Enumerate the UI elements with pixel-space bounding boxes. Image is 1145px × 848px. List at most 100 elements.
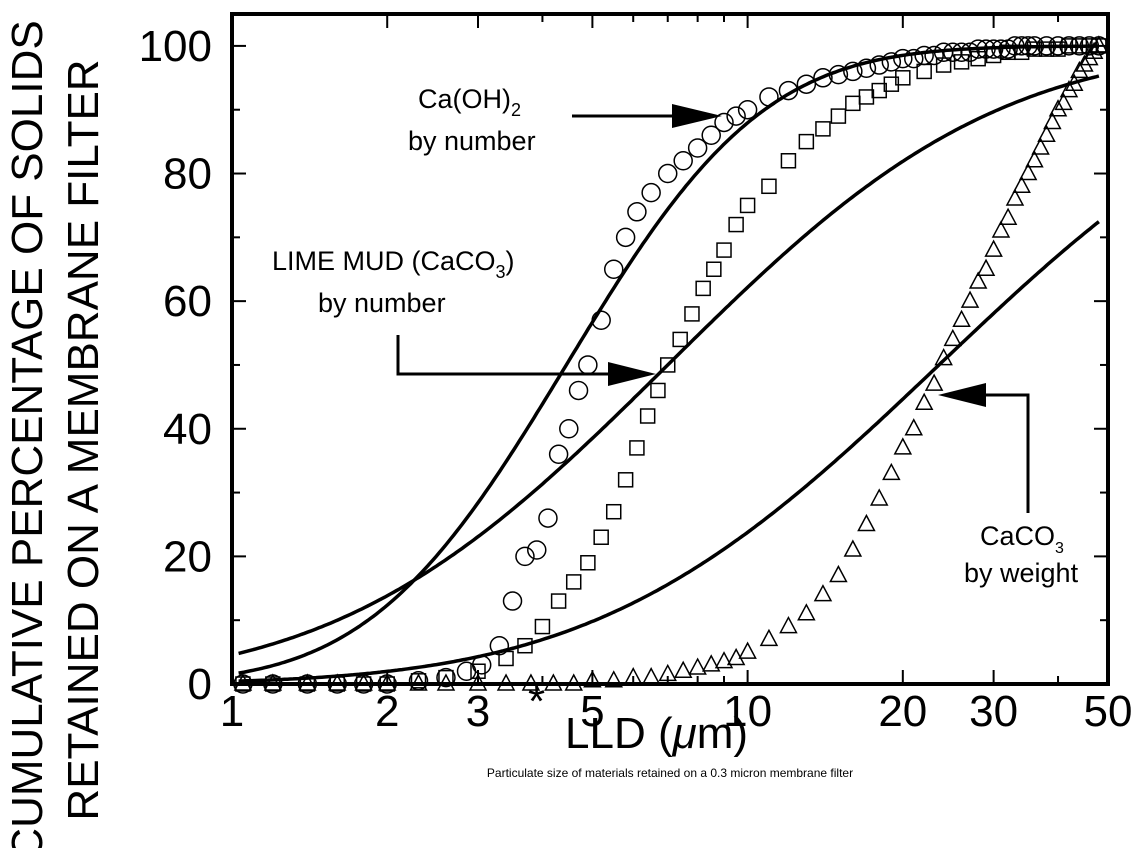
fit-curve-2 [238, 74, 1100, 656]
circle-marker [856, 58, 877, 78]
annotation-caco3-line2: by weight [964, 558, 1079, 588]
triangle-marker [436, 673, 456, 691]
triangle-marker [544, 673, 563, 691]
triangle-marker [924, 373, 944, 391]
triangle-marker [377, 673, 397, 691]
triangle-marker [797, 603, 816, 621]
circle-marker [615, 227, 636, 248]
triangle-marker [779, 615, 798, 634]
square-marker [534, 618, 551, 635]
square-marker [438, 669, 454, 686]
triangle-marker [934, 347, 953, 366]
square-marker [1061, 38, 1077, 54]
circle-marker [796, 74, 817, 94]
x-tick-label: 1 [220, 687, 244, 736]
square-marker [815, 121, 831, 137]
triangle-marker [1054, 92, 1073, 111]
circle-marker [673, 151, 693, 171]
arrow-lime-mud-head [608, 362, 656, 386]
triangle-marker [1031, 137, 1050, 155]
fit-curve-3 [238, 220, 1100, 683]
square-marker [617, 472, 634, 488]
circle-marker [603, 259, 624, 279]
square-marker [1026, 41, 1043, 57]
annotation-lime-mud-line2: by number [318, 288, 446, 318]
triangle-marker [882, 462, 901, 481]
square-marker [780, 153, 797, 169]
square-marker [895, 70, 911, 86]
triangle-marker [943, 328, 963, 347]
triangle-marker [1043, 111, 1062, 130]
circle-marker [436, 667, 456, 688]
circle-marker [538, 508, 558, 528]
square-marker [639, 408, 656, 424]
square-marker [605, 503, 622, 520]
triangle-marker [738, 641, 757, 659]
triangle-marker [1018, 162, 1038, 181]
circle-marker [869, 55, 889, 75]
square-marker [355, 676, 372, 692]
triangle-marker [1005, 188, 1025, 206]
square-marker [1038, 41, 1055, 57]
triangle-marker [1037, 124, 1056, 142]
y-tick-labels: 0 20 40 60 80 100 [139, 22, 212, 709]
square-marker [629, 440, 645, 456]
circle-marker [726, 106, 746, 126]
arrow-lime-mud-shaft [396, 335, 612, 376]
triangle-marker [984, 239, 1003, 257]
square-marker [650, 382, 666, 399]
triangle-marker [409, 673, 428, 691]
triangle-marker [658, 663, 677, 682]
circle-marker [924, 45, 944, 66]
circle-marker [843, 61, 863, 82]
y-axis-title-line2: RETAINED ON A MEMBRANE FILTER [59, 59, 108, 820]
square-marker [565, 574, 582, 590]
square-marker [830, 108, 847, 124]
square-marker [728, 216, 744, 233]
circle-marker [687, 138, 708, 158]
figure-caption: Particulate size of materials retained o… [487, 766, 853, 780]
square-marker [329, 676, 345, 692]
y-tick-label: 20 [163, 532, 212, 581]
triangle-marker [623, 667, 643, 685]
circle-marker [903, 48, 924, 69]
circle-marker [828, 64, 849, 85]
triangle-marker [714, 651, 734, 669]
circle-marker [641, 182, 661, 203]
circle-marker [527, 540, 547, 560]
square-marker [1013, 44, 1030, 61]
x-tick-label: 50 [1084, 687, 1133, 736]
circle-marker [943, 42, 963, 63]
circle-marker [578, 355, 598, 375]
triangle-marker [857, 513, 876, 532]
triangle-marker [1048, 99, 1068, 117]
triangle-marker [869, 488, 889, 506]
square-marker [498, 650, 514, 667]
x-tick-label: 5 [580, 687, 604, 736]
triangle-marker [263, 673, 283, 691]
circle-marker [701, 125, 721, 145]
circle-marker [591, 310, 611, 331]
fitted-curves [238, 44, 1100, 683]
triangle-marker [1089, 35, 1109, 53]
arrow-caco3-head [938, 383, 986, 407]
square-marker [593, 529, 609, 545]
triangle-marker [468, 673, 488, 691]
triangle-marker [893, 437, 913, 455]
x-tick-label: 30 [969, 687, 1018, 736]
triangle-marker [829, 564, 848, 583]
triangle-marker [968, 271, 988, 289]
triangle-marker [1075, 54, 1094, 72]
square-marker [672, 331, 688, 348]
square-marker [953, 54, 970, 70]
triangle-marker [1025, 150, 1044, 168]
triangle-marker [960, 290, 980, 308]
circle-marker [1059, 36, 1079, 56]
circle-marker [778, 80, 799, 101]
triangle-marker [604, 670, 623, 688]
circle-marker [714, 112, 734, 133]
plot-frame [230, 12, 1110, 686]
circle-marker [759, 87, 779, 107]
annotation-lime-mud-line1: LIME MUD (CaCO3) [272, 246, 515, 282]
